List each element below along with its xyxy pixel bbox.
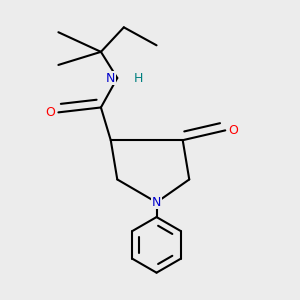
Text: N: N [152, 196, 161, 209]
Text: O: O [45, 106, 55, 119]
Text: N: N [106, 71, 116, 85]
Text: O: O [229, 124, 238, 137]
Text: H: H [134, 71, 143, 85]
